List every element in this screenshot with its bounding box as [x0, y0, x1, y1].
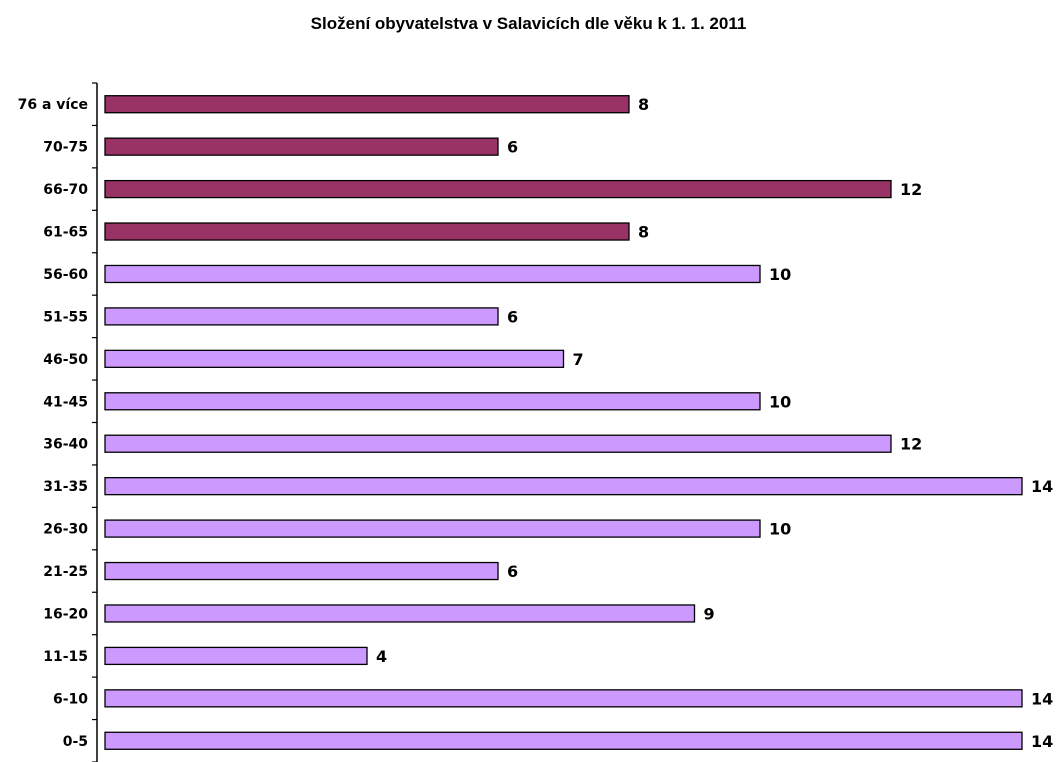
category-label: 36-40: [43, 437, 88, 453]
data-label: 8: [638, 223, 649, 242]
data-label: 4: [376, 647, 387, 666]
data-label: 10: [769, 392, 791, 411]
bar-4: [104, 264, 761, 284]
category-label: 66-70: [43, 182, 88, 198]
data-label: 7: [573, 350, 584, 369]
data-label: 6: [507, 562, 518, 581]
bar-2: [104, 179, 892, 199]
bar-0: [104, 95, 630, 114]
category-label: 6-10: [53, 691, 88, 707]
bar-14: [104, 689, 1023, 708]
bar-13: [104, 646, 368, 666]
bar-1: [104, 137, 499, 156]
data-label: 6: [507, 307, 518, 326]
category-label: 46-50: [43, 352, 88, 368]
category-label: 70-75: [43, 140, 88, 156]
category-label: 76 a více: [18, 97, 88, 113]
data-label: 8: [638, 95, 649, 114]
bar-6: [104, 349, 565, 368]
data-label: 12: [900, 435, 922, 454]
category-label: 0-5: [63, 734, 88, 750]
data-label: 14: [1031, 732, 1053, 751]
category-label: 56-60: [43, 267, 88, 283]
category-label: 26-30: [43, 522, 88, 538]
data-label: 10: [769, 520, 791, 539]
category-label: 16-20: [43, 606, 88, 622]
bar-12: [104, 604, 696, 623]
chart-title: Složení obyvatelstva v Salavicích dle vě…: [310, 14, 747, 33]
bar-11: [104, 561, 499, 581]
category-label: 21-25: [43, 564, 88, 580]
category-label: 51-55: [43, 309, 88, 325]
bar-8: [104, 434, 892, 453]
category-label: 61-65: [43, 225, 88, 241]
bar-10: [104, 519, 761, 538]
category-label: 41-45: [43, 394, 88, 410]
bar-15: [104, 731, 1023, 750]
category-label: 11-15: [43, 649, 88, 665]
data-label: 12: [900, 180, 922, 199]
data-label: 14: [1031, 477, 1053, 496]
bar-7: [104, 392, 761, 411]
bar-3: [104, 222, 630, 241]
data-label: 9: [704, 604, 715, 623]
data-label: 6: [507, 138, 518, 157]
data-label: 10: [769, 265, 791, 284]
bar-9: [104, 477, 1023, 496]
category-label: 31-35: [43, 479, 88, 495]
bar-5: [104, 307, 499, 326]
data-label: 14: [1031, 689, 1053, 708]
